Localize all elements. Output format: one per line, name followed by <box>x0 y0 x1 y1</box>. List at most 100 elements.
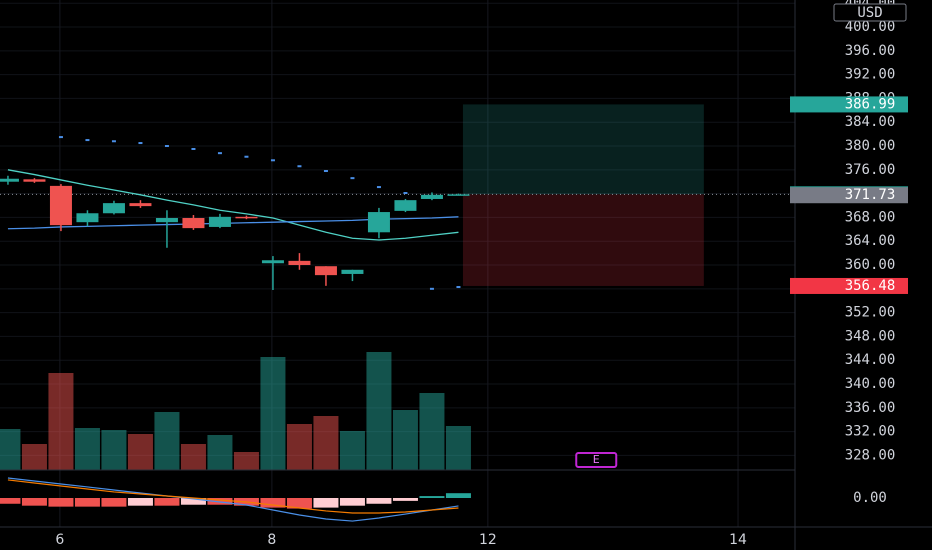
price-axis: 404.00400.00396.00392.00388.00384.00380.… <box>790 0 908 506</box>
currency: USD <box>857 5 882 21</box>
y-tick-label: 336.00 <box>845 400 896 416</box>
macd-bar <box>101 498 127 507</box>
price-badge-label: 356.48 <box>845 278 896 294</box>
macd-bar <box>313 498 339 508</box>
candle-body <box>367 212 390 233</box>
macd-bar <box>74 498 100 507</box>
volume-bar <box>260 357 286 470</box>
macd-bar <box>366 498 392 504</box>
candle-body <box>314 266 337 276</box>
y-tick-label: 392.00 <box>845 67 896 83</box>
candle-body <box>49 185 72 226</box>
x-tick-label: 6 <box>55 532 64 548</box>
macd-bar <box>48 498 74 507</box>
macd-bar <box>286 498 312 509</box>
sar-point <box>376 186 381 189</box>
candle-body <box>102 203 125 214</box>
volume-bar <box>21 444 47 470</box>
y-tick-label: 380.00 <box>845 138 896 154</box>
macd-bar <box>154 498 180 506</box>
sar-point <box>350 177 355 180</box>
currency-box <box>833 3 907 22</box>
y-tick-label: 348.00 <box>845 328 896 344</box>
macd-bar <box>207 498 233 505</box>
sar-point <box>456 286 461 289</box>
price-badge-label: 371.73 <box>845 187 896 203</box>
sar-point <box>58 136 63 139</box>
event-label: E <box>593 453 600 466</box>
macd-bar <box>127 498 153 506</box>
stop-zone <box>462 194 704 286</box>
sar-point <box>270 159 275 162</box>
sar-point <box>297 165 302 168</box>
y-tick-label: 328.00 <box>845 447 896 463</box>
macd-bar <box>0 498 21 504</box>
volume-bar <box>392 410 418 470</box>
sar-point <box>191 147 196 150</box>
price-badge <box>790 187 908 204</box>
volume-bar <box>207 435 233 470</box>
y-tick-label: 364.00 <box>845 233 896 249</box>
event-marker <box>575 452 618 468</box>
y-tick-label: 340.00 <box>845 376 896 392</box>
volume-bar <box>445 426 471 470</box>
candle-body <box>288 260 311 266</box>
candle-body <box>76 213 99 223</box>
sar-point <box>403 192 408 195</box>
volume-bar <box>127 434 153 470</box>
candle-body <box>129 203 152 207</box>
target-zone <box>462 104 704 195</box>
price-badge <box>790 277 908 294</box>
macd-line <box>7 477 459 522</box>
candle-body <box>420 194 443 199</box>
macd-bar <box>339 498 365 506</box>
candle-body <box>447 194 470 196</box>
candle-body <box>235 216 258 219</box>
volume-bar <box>419 393 445 470</box>
macd-bar <box>419 496 445 498</box>
macd-line <box>7 479 459 514</box>
candle-body <box>23 179 46 182</box>
sar-point <box>323 170 328 173</box>
volume-bar <box>286 424 312 470</box>
sar-point <box>244 155 249 158</box>
volume-bar <box>233 452 259 470</box>
y-tick-label: 344.00 <box>845 352 896 368</box>
macd-bar <box>21 498 47 506</box>
sar-point <box>111 140 116 143</box>
candle-body <box>394 200 417 211</box>
macd-bar <box>392 498 418 501</box>
y-tick-label: 376.00 <box>845 162 896 178</box>
volume-bar <box>366 352 392 470</box>
ma-line <box>7 169 459 241</box>
macd-bar <box>180 498 206 505</box>
candle-body <box>341 269 364 274</box>
y-tick-label: 332.00 <box>845 424 896 440</box>
macd-bar <box>260 498 286 508</box>
volume-bar <box>0 429 21 470</box>
x-tick-label: 8 <box>267 532 276 548</box>
sar-point <box>85 139 90 142</box>
macd-tick-label: 0.00 <box>853 490 887 506</box>
candle-body <box>208 216 231 227</box>
y-tick-label: 352.00 <box>845 305 896 321</box>
volume-bar <box>339 431 365 470</box>
candle-body <box>261 260 284 264</box>
sar-point <box>429 287 434 290</box>
volume-bar <box>74 428 100 470</box>
macd-bar <box>445 493 471 498</box>
volume-bar <box>48 373 74 470</box>
y-tick-label: 400.00 <box>845 19 896 35</box>
x-tick-label: 14 <box>729 532 747 548</box>
volume-bar <box>180 444 206 470</box>
sar-point <box>217 152 222 155</box>
x-tick-label: 12 <box>479 532 497 548</box>
candle-body <box>182 218 205 229</box>
candle-body <box>0 178 19 182</box>
volume-bar <box>313 416 339 470</box>
sar-point <box>138 142 143 145</box>
price-badge-label: 386.99 <box>845 96 896 112</box>
y-tick-label: 360.00 <box>845 257 896 273</box>
y-tick-label: 384.00 <box>845 114 896 130</box>
